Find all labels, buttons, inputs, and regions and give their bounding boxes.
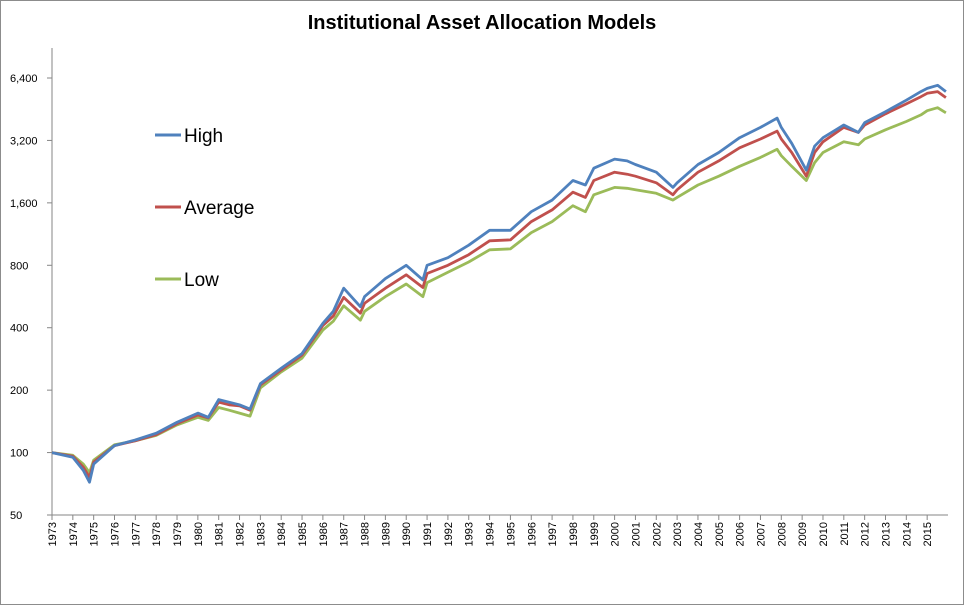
x-tick-label: 1973 xyxy=(47,522,59,546)
chart-series-layer xyxy=(51,83,947,484)
y-tick-label: 200 xyxy=(10,385,28,397)
x-tick-label: 1987 xyxy=(339,522,351,546)
legend-label-average: Average xyxy=(184,198,254,219)
y-tick-label: 3,200 xyxy=(10,135,38,147)
x-tick-label: 1985 xyxy=(297,522,309,546)
x-tick-label: 1977 xyxy=(130,522,142,546)
x-tick-label: 1989 xyxy=(380,522,392,546)
x-tick-label: 2011 xyxy=(839,522,851,546)
chart-title: Institutional Asset Allocation Models xyxy=(307,12,657,34)
x-tick-label: 1981 xyxy=(214,522,226,546)
x-tick-label: 2007 xyxy=(755,522,767,546)
x-tick-label: 1978 xyxy=(151,522,163,546)
x-tick-label: 1992 xyxy=(443,522,455,546)
x-tick-label: 1976 xyxy=(110,522,122,546)
x-tick-label: 1982 xyxy=(235,522,247,546)
y-tick-label: 800 xyxy=(10,260,28,272)
x-tick-label: 1986 xyxy=(318,522,330,546)
series-line-low xyxy=(51,106,947,475)
x-tick-label: 2014 xyxy=(901,522,913,546)
x-tick-label: 2001 xyxy=(630,522,642,546)
y-tick-label: 1,600 xyxy=(10,198,38,210)
x-tick-label: 2003 xyxy=(672,522,684,546)
x-tick-label: 1997 xyxy=(547,522,559,546)
legend-label-low: Low xyxy=(184,270,219,291)
chart-legend: High Average Low xyxy=(155,126,254,291)
legend-label-high: High xyxy=(184,126,223,147)
x-tick-label: 1993 xyxy=(464,522,476,546)
x-tick-label: 1998 xyxy=(568,522,580,546)
x-tick-label: 2000 xyxy=(610,522,622,546)
x-tick-label: 1980 xyxy=(193,522,205,546)
y-tick-label: 50 xyxy=(10,510,22,522)
series-line-high xyxy=(51,83,947,484)
x-tick-label: 2002 xyxy=(651,522,663,546)
x-tick-label: 2010 xyxy=(818,522,830,546)
x-tick-label: 1983 xyxy=(255,522,267,546)
y-tick-label: 6,400 xyxy=(10,73,38,85)
x-tick-label: 1999 xyxy=(589,522,601,546)
x-tick-label: 1991 xyxy=(422,522,434,546)
chart-axes: 50 100 200 400 800 1,600 3,200 6,400 1973 1974 197… xyxy=(10,48,948,546)
x-tick-label: 2009 xyxy=(797,522,809,546)
x-tick-label: 1975 xyxy=(89,522,101,546)
x-tick-label: 2004 xyxy=(693,522,705,546)
x-tick-label: 2015 xyxy=(922,522,934,546)
x-tick-label: 1984 xyxy=(276,522,288,546)
x-tick-label: 2006 xyxy=(735,522,747,546)
x-tick-label: 2005 xyxy=(714,522,726,546)
x-tick-label: 1990 xyxy=(401,522,413,546)
x-tick-label: 1974 xyxy=(68,522,80,546)
x-tick-label: 2012 xyxy=(860,522,872,546)
y-tick-label: 400 xyxy=(10,323,28,335)
x-tick-label: 1994 xyxy=(485,522,497,546)
x-tick-label: 2013 xyxy=(880,522,892,546)
y-tick-label: 100 xyxy=(10,448,28,460)
x-tick-label: 2008 xyxy=(776,522,788,546)
x-tick-label: 1995 xyxy=(505,522,517,546)
x-tick-label: 1979 xyxy=(172,522,184,546)
x-tick-label: 1996 xyxy=(526,522,538,546)
x-tick-label: 1988 xyxy=(360,522,372,546)
